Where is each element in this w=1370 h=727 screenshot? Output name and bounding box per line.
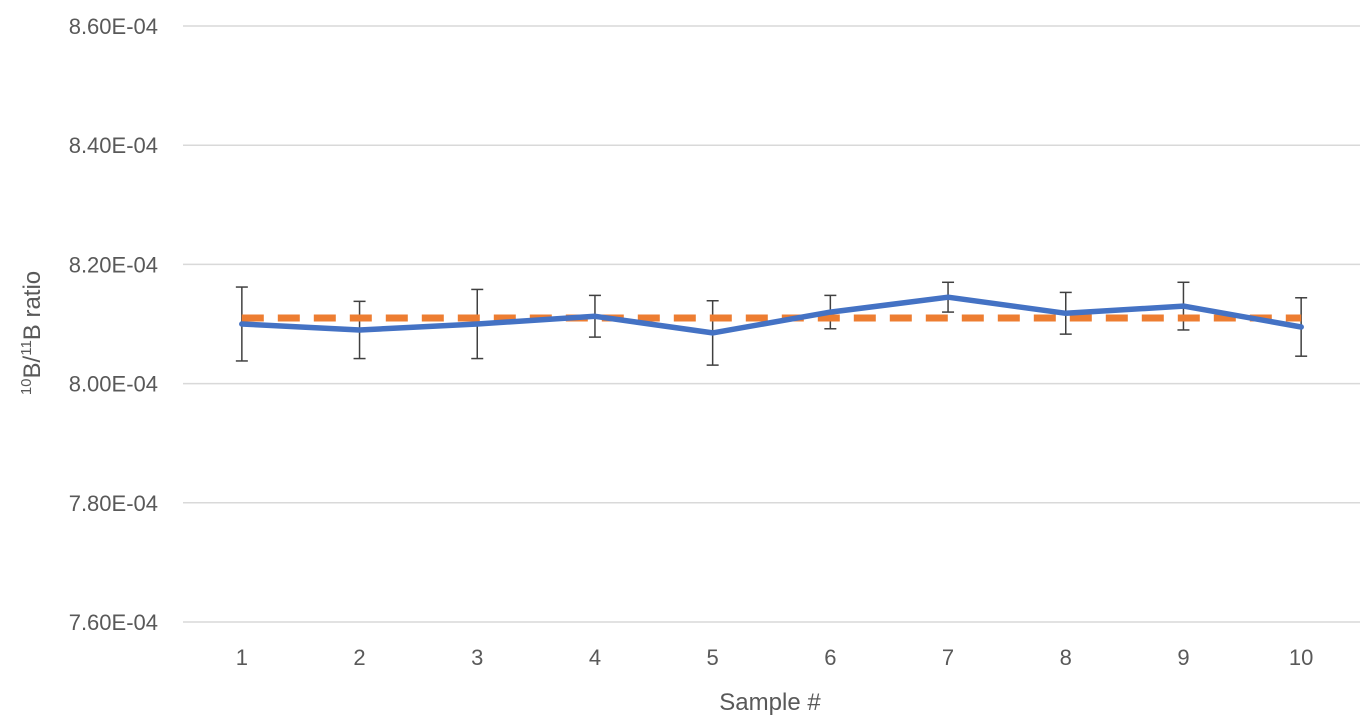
y-axis-title-sup2: 11 (18, 340, 35, 356)
x-axis-title: Sample # (719, 689, 821, 716)
y-axis-tick-labels: 8.60E-04 8.40E-04 8.20E-04 8.00E-04 7.80E-04… (69, 14, 158, 635)
y-tick-label: 7.80E-04 (69, 491, 158, 516)
y-axis-title-part1: B/ (19, 355, 46, 378)
y-tick-label: 7.60E-04 (69, 610, 158, 635)
x-axis-tick-labels: 1 2 3 4 5 6 7 8 9 10 (236, 645, 1314, 670)
x-tick-label: 2 (353, 645, 365, 670)
series-line-1 (239, 294, 1304, 336)
x-tick-label: 3 (471, 645, 483, 670)
x-tick-label: 6 (824, 645, 836, 670)
series-lines (239, 294, 1304, 336)
x-tick-label: 1 (236, 645, 248, 670)
y-axis-title-part2: B ratio (19, 271, 46, 340)
x-tick-label: 7 (942, 645, 954, 670)
x-tick-label: 5 (707, 645, 719, 670)
x-tick-label: 4 (589, 645, 601, 670)
y-axis-title: 10B/11B ratio (18, 271, 46, 395)
y-tick-label: 8.20E-04 (69, 252, 158, 277)
x-tick-label: 8 (1060, 645, 1072, 670)
y-tick-label: 8.00E-04 (69, 372, 158, 397)
y-tick-label: 8.40E-04 (69, 133, 158, 158)
y-tick-label: 8.60E-04 (69, 14, 158, 39)
gridlines (183, 25, 1360, 623)
x-tick-label: 9 (1177, 645, 1189, 670)
y-axis-title-sup1: 10 (18, 378, 35, 395)
x-tick-label: 10 (1289, 645, 1313, 670)
